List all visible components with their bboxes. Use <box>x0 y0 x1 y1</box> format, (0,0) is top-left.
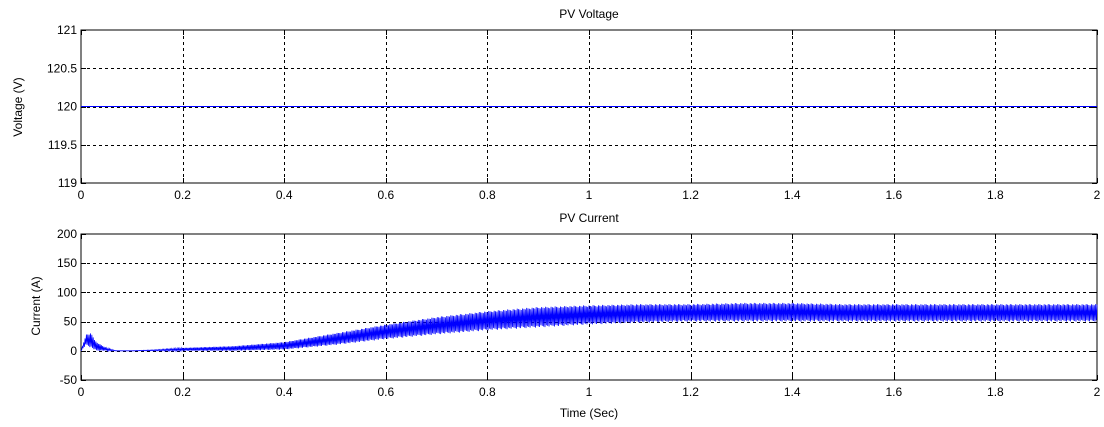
current-plot-ticks <box>81 234 1098 381</box>
current-plot-xtick-label: 0 <box>78 385 85 399</box>
current-plot-xtick-label: 1.6 <box>885 385 902 399</box>
current-plot-ylabel: Current (A) <box>29 276 43 335</box>
voltage-plot-xtick-label: 0.6 <box>377 188 394 202</box>
current-plot-xtick-label: 1.2 <box>682 385 699 399</box>
voltage-plot-xtick-label: 1.8 <box>987 188 1004 202</box>
voltage-plot-xtick-label: 2 <box>1094 188 1101 202</box>
voltage-plot-ytick-label: 121 <box>57 23 77 37</box>
current-plot-series-line <box>80 302 1098 353</box>
voltage-plot-title: PV Voltage <box>559 7 619 21</box>
current-plot-ytick-labels: -50 0 50 100 150 200 <box>57 227 77 387</box>
voltage-plot-xtick-label: 1.4 <box>784 188 801 202</box>
voltage-plot-grid <box>81 30 1097 183</box>
voltage-plot-xtick-label: 1.2 <box>682 188 699 202</box>
current-plot-xtick-label: 0.6 <box>377 385 394 399</box>
current-plot-xlabel: Time (Sec) <box>560 406 618 420</box>
voltage-plot-xtick-label: 0.8 <box>479 188 496 202</box>
current-plot: PV Current Current (A) 0 0.2 0.4 0.6 0.8 1 1.2… <box>29 211 1101 420</box>
current-plot-xtick-label: 1 <box>586 385 593 399</box>
voltage-plot: PV Voltage Voltage (V) 0 0.2 0.4 0.6 0.8 1 1.2… <box>11 7 1101 202</box>
current-plot-xtick-label: 0.4 <box>276 385 293 399</box>
voltage-plot-xtick-label: 1 <box>586 188 593 202</box>
current-plot-ytick-label: -50 <box>60 373 78 387</box>
voltage-plot-ytick-labels: 119 119.5 120 120.5 121 <box>47 23 77 190</box>
current-plot-ytick-label: 50 <box>64 315 78 329</box>
voltage-plot-ytick-label: 120.5 <box>47 61 77 75</box>
current-plot-ytick-label: 0 <box>70 344 77 358</box>
voltage-plot-xtick-label: 0 <box>78 188 85 202</box>
voltage-plot-xtick-label: 0.4 <box>276 188 293 202</box>
voltage-plot-ytick-label: 119 <box>58 176 77 190</box>
voltage-plot-xtick-label: 0.2 <box>174 188 191 202</box>
voltage-plot-xtick-labels: 0 0.2 0.4 0.6 0.8 1 1.2 1.4 1.6 1.8 2 <box>78 188 1101 202</box>
current-plot-ytick-label: 150 <box>57 256 77 270</box>
current-plot-xtick-label: 1.4 <box>784 385 801 399</box>
current-plot-xtick-label: 1.8 <box>987 385 1004 399</box>
current-plot-xtick-labels: 0 0.2 0.4 0.6 0.8 1 1.2 1.4 1.6 1.8 2 <box>78 385 1101 399</box>
current-plot-title: PV Current <box>559 211 619 225</box>
current-plot-xtick-label: 0.2 <box>174 385 191 399</box>
voltage-plot-ticks <box>81 30 1098 184</box>
voltage-plot-ytick-label: 120 <box>57 100 77 114</box>
current-plot-grid <box>81 234 1097 380</box>
current-plot-xtick-label: 0.8 <box>479 385 496 399</box>
current-plot-series <box>80 302 1098 353</box>
voltage-plot-xtick-label: 1.6 <box>885 188 902 202</box>
voltage-plot-ylabel: Voltage (V) <box>11 77 25 136</box>
current-plot-ytick-label: 200 <box>57 227 77 241</box>
voltage-plot-ytick-label: 119.5 <box>48 138 77 152</box>
current-plot-xtick-label: 2 <box>1094 385 1101 399</box>
current-plot-ytick-label: 100 <box>57 285 77 299</box>
